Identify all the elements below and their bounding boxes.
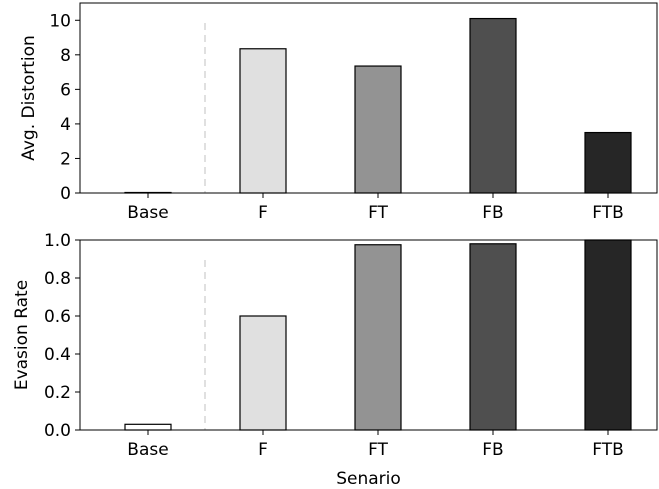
evasion-y-tick-label: 0.4 (44, 345, 71, 365)
evasion-bar-base (124, 423, 172, 431)
distortion-x-tick-label: FTB (592, 203, 624, 223)
evasion-x-tick-label: F (258, 440, 268, 460)
distortion-y-tick-label: 0 (60, 184, 71, 204)
evasion-x-tick-label: FB (482, 440, 503, 460)
evasion-bar-fb (469, 243, 517, 431)
distortion-plot-frame (79, 2, 658, 194)
distortion-x-tick-label: FT (368, 203, 388, 223)
evasion-bars (124, 239, 632, 431)
evasion-y-tick-label: 0.2 (44, 383, 71, 403)
evasion-panel: 0.0 0.2 0.4 0.6 0.8 1.0 Base F FT FB FTB Evasion … (12, 231, 658, 489)
distortion-y-ticks: 0 2 4 6 8 10 (49, 11, 80, 204)
evasion-bar-f (239, 315, 287, 431)
distortion-x-tick-label: F (258, 203, 268, 223)
evasion-bar-ftb (584, 239, 632, 431)
evasion-y-ticks: 0.0 0.2 0.4 0.6 0.8 1.0 (44, 231, 80, 441)
evasion-x-tick-label: FTB (592, 440, 624, 460)
distortion-y-tick-label: 6 (60, 80, 71, 100)
distortion-bar-f (239, 48, 287, 194)
distortion-bar-ft (354, 65, 402, 194)
evasion-x-tick-label: Base (127, 440, 168, 460)
distortion-y-tick-label: 8 (60, 46, 71, 66)
evasion-plot-frame (79, 239, 658, 431)
evasion-bar-ft (354, 244, 402, 431)
evasion-y-tick-label: 0.8 (44, 269, 71, 289)
distortion-x-tick-label: Base (127, 203, 168, 223)
evasion-y-axis-label: Evasion Rate (12, 280, 32, 390)
distortion-x-ticks: Base F FT FB FTB (127, 193, 624, 223)
distortion-panel: 0 2 4 6 8 10 Base F FT FB FTB Avg. Distortion (19, 2, 658, 223)
distortion-y-axis-label: Avg. Distortion (19, 35, 39, 161)
distortion-y-tick-label: 4 (60, 115, 71, 135)
evasion-x-tick-label: FT (368, 440, 388, 460)
distortion-y-tick-label: 10 (49, 11, 71, 31)
distortion-bar-ftb (584, 131, 632, 194)
distortion-y-tick-label: 2 (60, 149, 71, 169)
evasion-y-tick-label: 1.0 (44, 231, 71, 251)
distortion-bars (124, 17, 632, 194)
evasion-y-tick-label: 0.0 (44, 421, 71, 441)
distortion-x-tick-label: FB (482, 203, 503, 223)
evasion-y-tick-label: 0.6 (44, 307, 71, 327)
evasion-x-ticks: Base F FT FB FTB (127, 430, 624, 460)
distortion-bar-fb (469, 17, 517, 194)
evasion-x-axis-label: Senario (336, 469, 401, 489)
